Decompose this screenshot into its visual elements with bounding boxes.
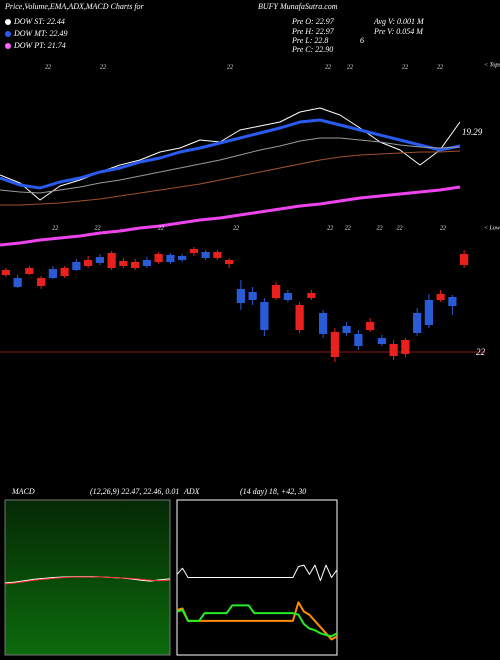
candle-body bbox=[48, 269, 57, 278]
legend-label: DOW MT: 22.49 bbox=[13, 29, 68, 38]
series-line bbox=[4, 576, 171, 585]
candle-body bbox=[260, 302, 269, 330]
stat: 6 bbox=[360, 36, 364, 45]
x-tick-label: 22 bbox=[437, 64, 443, 70]
panel-subtitle: (12,26,9) 22.47, 22.46, 0.01 bbox=[90, 487, 179, 496]
candle-body bbox=[142, 260, 151, 266]
candle-body bbox=[401, 340, 410, 354]
candle-body bbox=[225, 260, 234, 264]
legend-marker bbox=[5, 19, 11, 25]
x-tick-label: 22 bbox=[402, 64, 408, 70]
side-label: < Lows bbox=[484, 225, 500, 231]
x-tick-label: 22 bbox=[100, 64, 106, 70]
x-tick-label: 22 bbox=[227, 64, 233, 70]
series-line bbox=[0, 107, 461, 201]
stat: Avg V: 0.001 M bbox=[373, 17, 425, 26]
x-tick-label: 22 bbox=[45, 64, 51, 70]
series-line bbox=[0, 150, 461, 206]
panel-title: MACD bbox=[11, 487, 35, 496]
stat: Pre L: 22.8 bbox=[291, 36, 328, 45]
panel-subtitle: (14 day) 18, +42, 30 bbox=[240, 487, 306, 496]
stat: Pre V: 0.054 M bbox=[373, 27, 424, 36]
candle-body bbox=[131, 262, 140, 268]
x-tick-label: 22 bbox=[233, 225, 239, 231]
candle-body bbox=[13, 278, 22, 287]
x-tick-label: 22 bbox=[52, 225, 58, 231]
header-title: Price,Volume,EMA,ADX,MACD Charts for bbox=[4, 2, 145, 11]
x-tick-label: 22 bbox=[377, 225, 383, 231]
y-tick-label: 19.29 bbox=[462, 127, 483, 137]
legend-label: DOW PT: 21.74 bbox=[13, 41, 66, 50]
candle-body bbox=[95, 257, 104, 263]
side-label: < Tops bbox=[484, 62, 500, 68]
candle-body bbox=[60, 268, 69, 276]
candle-body bbox=[295, 305, 304, 330]
candle-body bbox=[330, 332, 339, 357]
candle-body bbox=[424, 300, 433, 325]
panel-title: ADX bbox=[183, 487, 201, 496]
candle-body bbox=[377, 338, 386, 344]
candle-body bbox=[213, 252, 222, 258]
x-tick-label: 22 bbox=[327, 225, 333, 231]
candle-body bbox=[248, 292, 257, 300]
candle-body bbox=[436, 294, 445, 300]
series-line bbox=[176, 601, 338, 641]
stat: Pre O: 22.97 bbox=[291, 17, 335, 26]
candle-body bbox=[72, 262, 81, 270]
candle-body bbox=[37, 278, 46, 286]
series-line bbox=[176, 604, 338, 638]
header-symbol: BUFY MunafaSutra.com bbox=[258, 2, 338, 11]
candle-body bbox=[25, 268, 34, 274]
series-line bbox=[176, 564, 338, 582]
candle-body bbox=[460, 254, 469, 265]
stat: Pre H: 22.97 bbox=[291, 27, 335, 36]
series-line bbox=[0, 118, 461, 190]
candle-body bbox=[307, 293, 316, 298]
x-tick-label: 22 bbox=[345, 225, 351, 231]
legend-label: DOW ST: 22.44 bbox=[13, 17, 65, 26]
candle-body bbox=[189, 249, 198, 253]
x-tick-label: 22 bbox=[95, 225, 101, 231]
series-line bbox=[0, 137, 461, 194]
candle-body bbox=[283, 293, 292, 300]
candle-body bbox=[84, 260, 93, 266]
x-tick-label: 22 bbox=[397, 225, 403, 231]
legend-marker bbox=[5, 43, 11, 49]
candle-body bbox=[107, 253, 116, 268]
candle-body bbox=[154, 254, 163, 262]
x-tick-label: 22 bbox=[158, 225, 164, 231]
candle-body bbox=[272, 285, 281, 298]
candle-body bbox=[366, 322, 375, 330]
candle-body bbox=[166, 255, 175, 262]
candle-body bbox=[236, 289, 245, 303]
x-tick-label: 22 bbox=[325, 64, 331, 70]
candle-body bbox=[354, 334, 363, 346]
y-tick-label: 22 bbox=[476, 347, 486, 357]
candle-body bbox=[319, 313, 328, 334]
stat: Pre C: 22.90 bbox=[291, 45, 333, 54]
x-tick-label: 22 bbox=[347, 64, 353, 70]
candle-body bbox=[448, 297, 457, 306]
x-tick-label: 22 bbox=[440, 225, 446, 231]
candle-body bbox=[1, 270, 10, 275]
candle-body bbox=[119, 261, 128, 266]
candle-body bbox=[178, 256, 187, 260]
legend-marker bbox=[5, 31, 11, 37]
series-line bbox=[0, 185, 461, 247]
candle-body bbox=[389, 344, 398, 356]
candle-body bbox=[201, 252, 210, 258]
candle-body bbox=[413, 313, 422, 333]
candle-body bbox=[342, 326, 351, 333]
